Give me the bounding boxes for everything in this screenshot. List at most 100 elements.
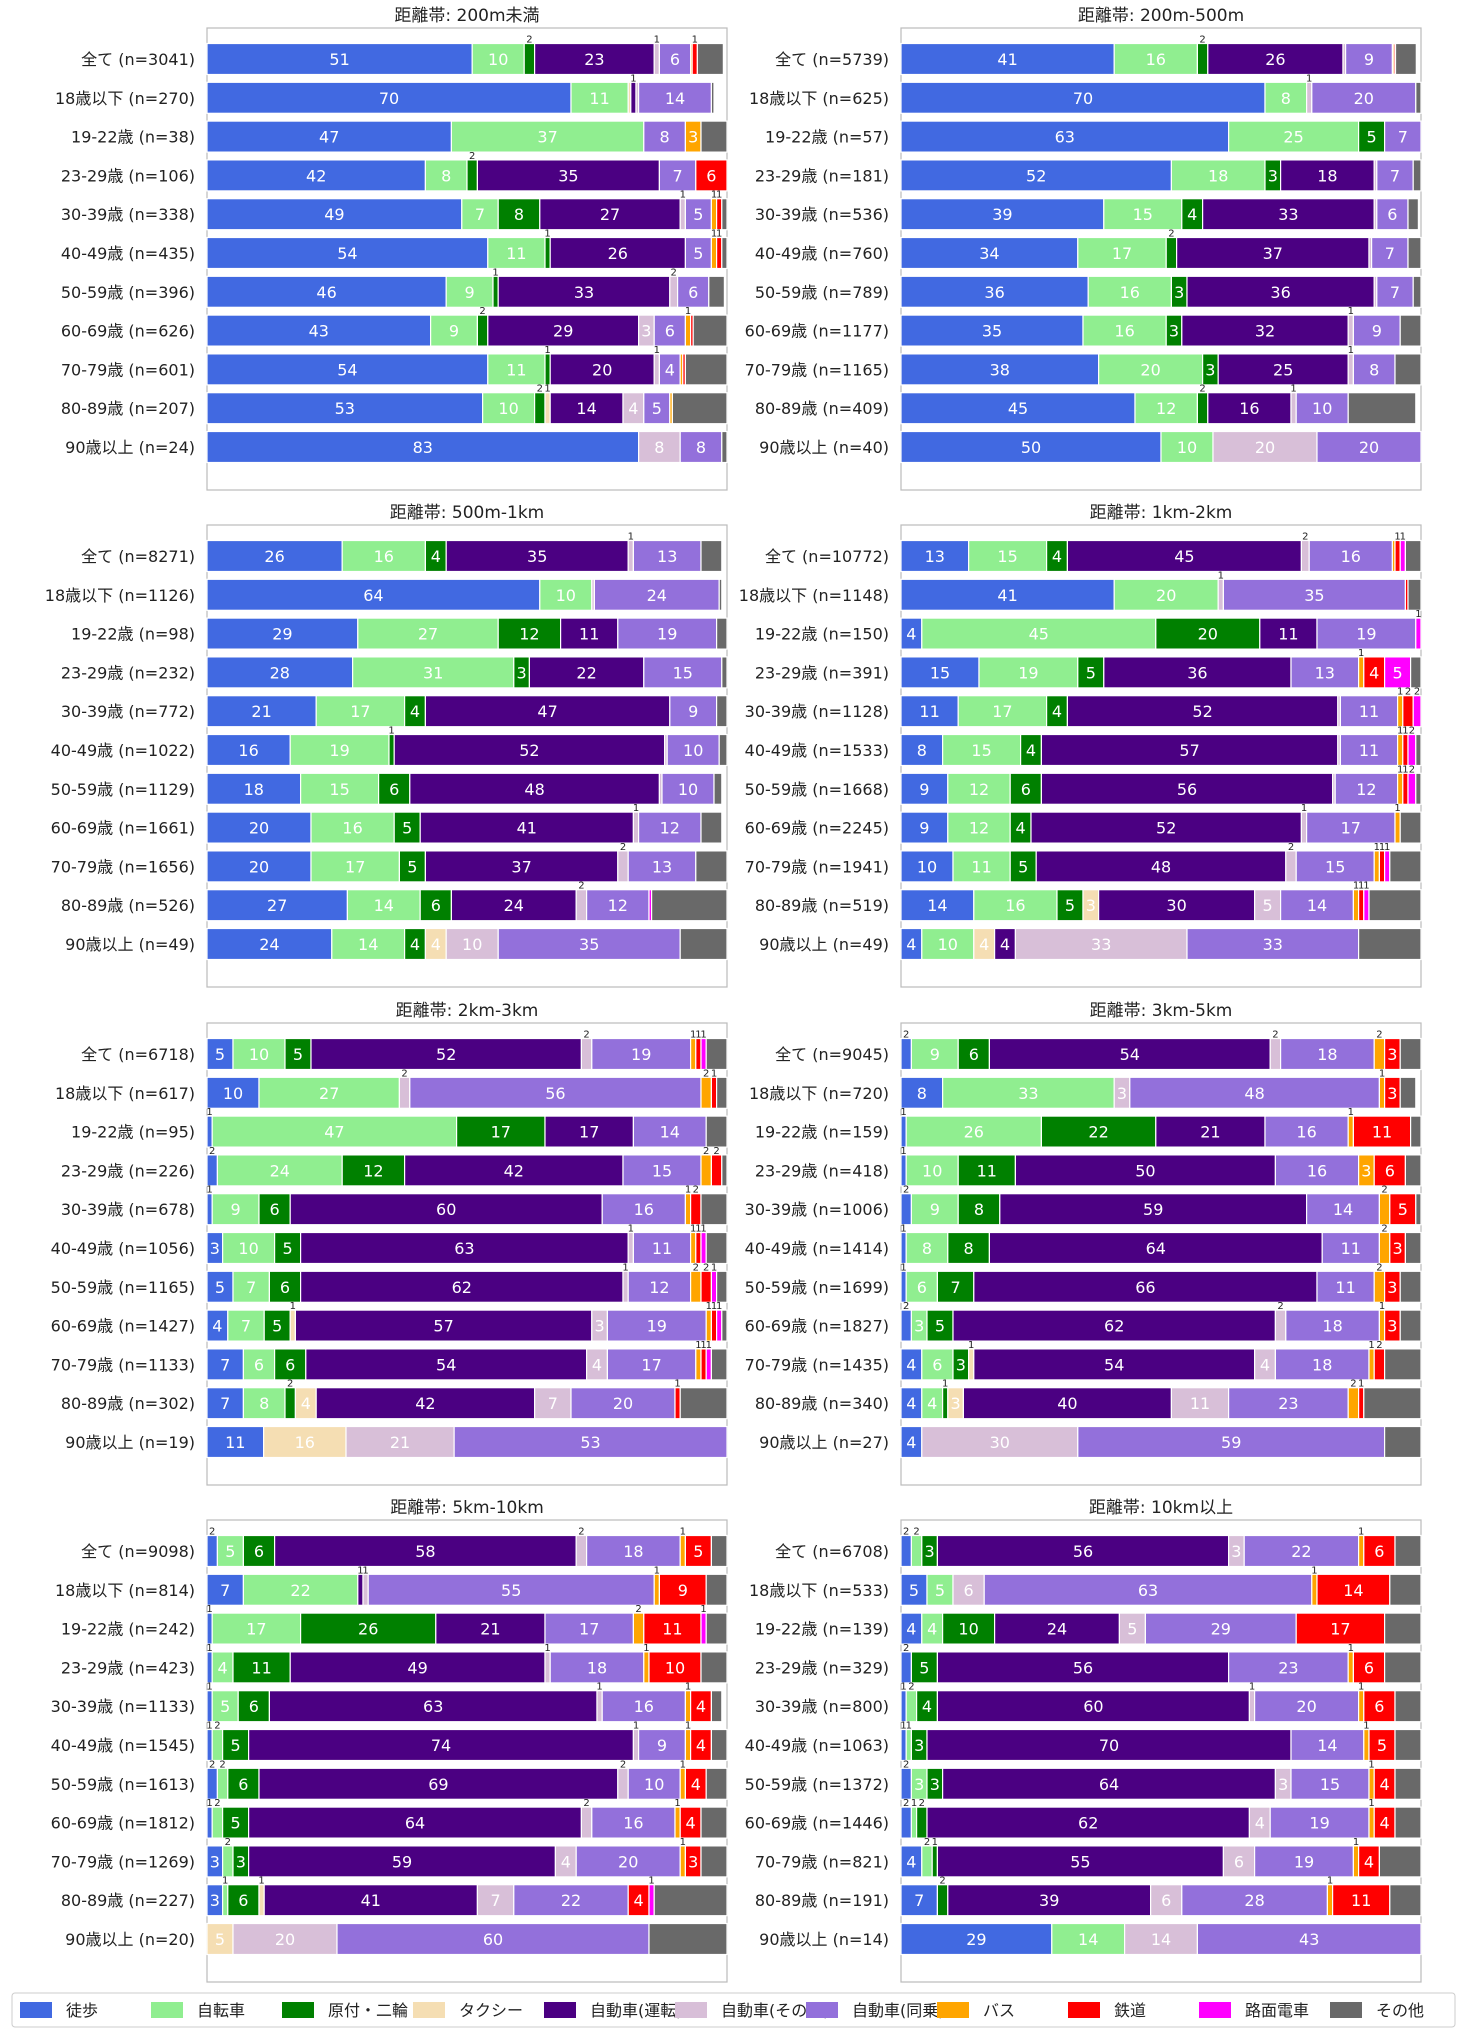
bar-segment: [1399, 539, 1406, 573]
row-label: 80-89歳 (n=526): [61, 896, 195, 915]
value-label-small: 2: [526, 35, 532, 46]
value-label: 55: [1070, 1852, 1090, 1871]
panel-title: 距離帯: 200m-500m: [1078, 6, 1244, 26]
value-label: 63: [423, 1697, 443, 1716]
bar-segment: [684, 1728, 692, 1762]
row-label: 19-22歳 (n=95): [71, 1123, 195, 1142]
value-label: 14: [665, 89, 685, 108]
row-label: 70-79歳 (n=601): [61, 360, 195, 379]
bar-segment: [274, 1534, 577, 1568]
row-label: 18歳以下 (n=270): [55, 89, 195, 108]
value-label: 3: [930, 1775, 940, 1794]
bar-segment: [1415, 81, 1422, 114]
bar-segment: [648, 1884, 655, 1917]
bar-segment: [1175, 236, 1370, 270]
value-label: 6: [670, 50, 680, 69]
value-label: 20: [592, 360, 612, 379]
bar-segment: [900, 275, 1089, 308]
legend-swatch: [413, 2002, 445, 2018]
value-label: 21: [251, 702, 271, 721]
value-label: 14: [1151, 1930, 1171, 1949]
value-label: 47: [537, 702, 557, 721]
value-label: 5: [909, 1581, 919, 1600]
bar-segment: [1082, 314, 1167, 347]
panel-title: 距離帯: 5km-10km: [390, 1498, 544, 1518]
value-label: 45: [1029, 625, 1049, 644]
value-label: 14: [1343, 1581, 1363, 1600]
bar-segment: [492, 275, 499, 308]
bar-segment: [669, 275, 679, 308]
bar-segment: [1227, 1387, 1349, 1420]
value-label: 49: [324, 205, 344, 224]
bar-segment: [653, 42, 661, 76]
bar-segment: [206, 1193, 213, 1226]
legend-swatch: [1199, 2002, 1231, 2018]
bar-segment: [721, 1154, 728, 1187]
bar-segment: [206, 1612, 213, 1645]
row-label: 23-29歳 (n=418): [755, 1161, 889, 1180]
value-label: 16: [342, 819, 362, 838]
value-label: 41: [997, 586, 1017, 605]
value-label: 5: [1127, 1620, 1137, 1639]
bar-segment: [1399, 1037, 1422, 1071]
value-label-small: 2: [219, 1759, 225, 1770]
bar-segment: [289, 733, 390, 767]
value-label: 6: [431, 896, 441, 915]
legend-swatch: [282, 2002, 314, 2018]
value-label: 3: [595, 1317, 605, 1336]
bar-segment: [1357, 927, 1422, 961]
bar-segment: [921, 927, 975, 961]
value-label-small: 1: [1415, 609, 1421, 620]
value-label: 12: [363, 1161, 383, 1180]
value-label-small: 1: [633, 1721, 639, 1732]
value-label-small: 1: [628, 532, 634, 543]
value-label: 36: [1270, 283, 1290, 302]
bar-segment: [643, 392, 671, 425]
bar-segment: [222, 1845, 234, 1878]
value-label: 3: [951, 1394, 961, 1413]
value-label: 41: [517, 819, 537, 838]
bar-segment: [206, 772, 302, 805]
bar-segment: [1290, 392, 1297, 425]
value-label: 7: [491, 1891, 501, 1910]
bar-segment: [315, 1387, 536, 1420]
value-label: 14: [1078, 1930, 1098, 1949]
legend-label: 鉄道: [1114, 2001, 1146, 2020]
value-label: 35: [579, 935, 599, 954]
bar-segment: [1357, 656, 1365, 689]
bar-segment: [710, 1154, 723, 1187]
value-label: 16: [1005, 896, 1025, 915]
value-label: 6: [1374, 1542, 1384, 1561]
value-label: 8: [441, 166, 451, 185]
value-label-small: 2: [1272, 1030, 1278, 1041]
value-label-small: 1: [1397, 764, 1403, 775]
bar-segment: [1394, 1728, 1422, 1762]
value-label: 41: [361, 1891, 381, 1910]
value-label: 3: [1361, 1161, 1371, 1180]
bar-segment: [1334, 772, 1399, 805]
value-label: 3: [688, 128, 698, 147]
bar-segment: [700, 1612, 707, 1645]
bar-segment: [700, 811, 723, 844]
value-label: 56: [545, 1084, 565, 1103]
bar-segment: [1186, 275, 1375, 308]
bar-segment: [1129, 1076, 1381, 1109]
value-label: 29: [1211, 1620, 1231, 1639]
bar-segment: [900, 1309, 912, 1342]
value-label: 9: [465, 283, 475, 302]
bar-segment: [905, 1728, 913, 1762]
value-label-small: 1: [1358, 1379, 1364, 1390]
value-label-small: 2: [924, 1837, 930, 1848]
value-label: 3: [1278, 1775, 1288, 1794]
value-label-small: 2: [1376, 1030, 1382, 1041]
value-label: 24: [504, 896, 524, 915]
bar-segment: [1097, 889, 1256, 922]
value-label: 15: [1320, 1775, 1340, 1794]
value-label: 18: [1208, 166, 1228, 185]
value-label: 13: [1315, 663, 1335, 682]
legend-swatch: [544, 2002, 576, 2018]
bar-segment: [357, 617, 499, 650]
value-label: 3: [1205, 360, 1215, 379]
value-label-small: 1: [900, 1721, 906, 1732]
